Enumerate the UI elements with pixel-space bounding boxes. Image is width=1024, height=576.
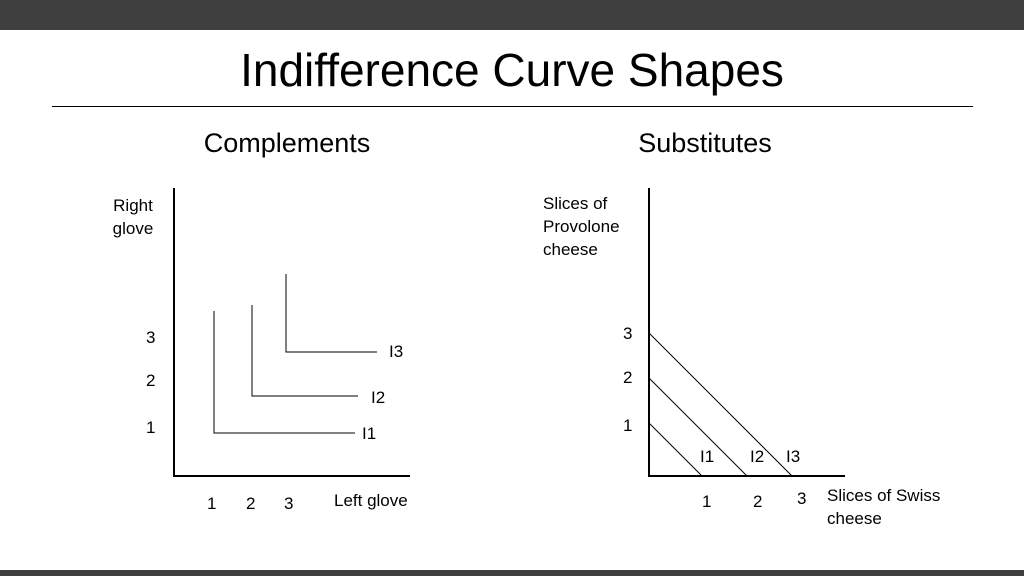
complements-curve-i1 [213, 311, 355, 434]
substitutes-curve-label-i1: I1 [700, 447, 715, 466]
complements-curve-i2 [251, 305, 358, 397]
substitutes-x-tick-2: 2 [753, 492, 763, 511]
complements-x-tick-1: 1 [207, 494, 217, 513]
complements-y-tick-2: 2 [146, 371, 156, 390]
complements-y-tick-3: 3 [146, 328, 156, 347]
title-divider [52, 106, 973, 107]
complements-heading: Complements [203, 128, 371, 158]
complements-x-tick-3: 3 [284, 494, 294, 513]
complements-curve-label-i1: I1 [362, 424, 377, 443]
substitutes-curve-label-i3: I3 [786, 447, 801, 466]
substitutes-x-axis-label: Slices of Swiss cheese [827, 486, 941, 528]
substitutes-curve-i3 [648, 332, 793, 477]
bottom-bar [0, 570, 1024, 576]
complements-y-axis-label: Right glove [112, 196, 154, 238]
complements-x-axis-label: Left glove [334, 491, 408, 510]
complements-curve-label-i3: I3 [389, 342, 404, 361]
substitutes-x-tick-3: 3 [797, 489, 807, 508]
substitutes-x-tick-1: 1 [702, 492, 712, 511]
substitutes-y-axis-label: Slices of Provolone cheese [543, 194, 620, 259]
substitutes-y-tick-1: 1 [623, 416, 633, 435]
top-bar [0, 0, 1024, 30]
substitutes-curve-i1 [648, 422, 703, 477]
complements-y-tick-1: 1 [146, 418, 156, 437]
substitutes-heading: Substitutes [638, 128, 772, 158]
complements-x-tick-2: 2 [246, 494, 256, 513]
substitutes-y-tick-3: 3 [623, 324, 633, 343]
substitutes-curve-i2 [648, 377, 748, 477]
complements-curve-label-i2: I2 [371, 388, 386, 407]
slide-title: Indifference Curve Shapes [240, 44, 784, 96]
complements-curve-i3 [285, 274, 377, 353]
substitutes-curve-label-i2: I2 [750, 447, 765, 466]
substitutes-y-tick-2: 2 [623, 368, 633, 387]
